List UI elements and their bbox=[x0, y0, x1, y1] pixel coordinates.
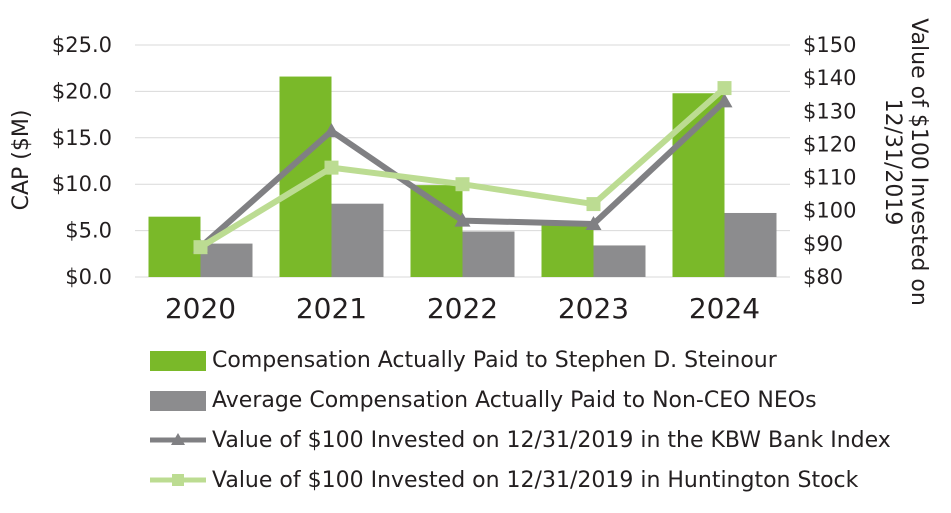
x-tick-label: 2021 bbox=[296, 292, 367, 325]
legend-label-neo-cap: Average Compensation Actually Paid to No… bbox=[212, 388, 817, 413]
bar-neo-cap-2022 bbox=[462, 231, 515, 277]
y2-tick-label: $90 bbox=[803, 232, 843, 256]
y-axis-ticks: $0.0 $5.0 $10.0 $15.0 $20.0 $25.0 bbox=[52, 33, 112, 289]
y2-tick-label: $100 bbox=[803, 199, 856, 223]
bar-neo-cap-2023 bbox=[593, 245, 646, 277]
y-tick-label: $20.0 bbox=[52, 79, 112, 103]
y-tick-label: $0.0 bbox=[65, 265, 112, 289]
legend-line-kbw-index bbox=[150, 433, 206, 445]
y-axis-title: CAP ($M) bbox=[9, 110, 34, 211]
marker-kbw-index-2021 bbox=[323, 123, 340, 138]
marker-huntington-stock-2023 bbox=[586, 197, 601, 212]
bar-ceo-cap-2020 bbox=[148, 216, 201, 277]
bar-neo-cap-2024 bbox=[724, 212, 777, 277]
marker-huntington-stock-2020 bbox=[193, 240, 208, 255]
y2-tick-label: $130 bbox=[803, 99, 856, 123]
y2-tick-label: $140 bbox=[803, 66, 856, 90]
bar-ceo-cap-2022 bbox=[410, 185, 463, 277]
y-tick-label: $10.0 bbox=[52, 172, 112, 196]
legend-label-ceo-cap: Compensation Actually Paid to Stephen D.… bbox=[212, 348, 777, 373]
legend-swatch-ceo-cap bbox=[150, 351, 206, 371]
legend-item-kbw-index: Value of $100 Invested on 12/31/2019 in … bbox=[150, 423, 945, 463]
legend-line-huntington-stock bbox=[150, 474, 206, 486]
legend-item-huntington-stock: Value of $100 Invested on 12/31/2019 in … bbox=[150, 463, 945, 503]
marker-huntington-stock-2021 bbox=[324, 160, 339, 175]
legend-item-neo-cap: Average Compensation Actually Paid to No… bbox=[150, 383, 945, 423]
y2-tick-label: $150 bbox=[803, 33, 856, 57]
chart: $0.0$5.0$10.0$15.0$20.0$25.0 $80$90$100$… bbox=[9, 18, 931, 325]
y2-axis-title-line1: Value of $100 Invested on bbox=[906, 18, 931, 306]
y-tick-label: $15.0 bbox=[52, 126, 112, 150]
bars bbox=[148, 76, 777, 277]
y2-tick-label: $120 bbox=[803, 132, 856, 156]
x-tick-label: 2023 bbox=[558, 292, 629, 325]
lines bbox=[192, 81, 733, 255]
x-tick-label: 2022 bbox=[427, 292, 498, 325]
y2-axis-title-line2: 12/31/2019 bbox=[880, 99, 905, 226]
marker-huntington-stock-2024 bbox=[717, 81, 732, 96]
y2-tick-label: $110 bbox=[803, 166, 856, 190]
bar-neo-cap-2021 bbox=[331, 203, 384, 277]
bar-ceo-cap-2024 bbox=[672, 93, 725, 277]
y2-tick-label: $80 bbox=[803, 265, 843, 289]
legend-label-kbw-index: Value of $100 Invested on 12/31/2019 in … bbox=[212, 428, 891, 453]
bar-neo-cap-2020 bbox=[200, 243, 253, 277]
legend-label-huntington-stock: Value of $100 Invested on 12/31/2019 in … bbox=[212, 468, 859, 493]
bar-ceo-cap-2023 bbox=[541, 222, 594, 277]
marker-kbw-index-2022 bbox=[454, 212, 471, 227]
legend-item-ceo-cap: Compensation Actually Paid to Stephen D.… bbox=[150, 343, 945, 383]
x-axis-ticks: 2020 2021 2022 2023 2024 bbox=[165, 292, 760, 325]
x-tick-label: 2020 bbox=[165, 292, 236, 325]
marker-huntington-stock-2022 bbox=[455, 177, 470, 192]
legend: Compensation Actually Paid to Stephen D.… bbox=[150, 343, 945, 503]
marker-kbw-index-2023 bbox=[585, 215, 602, 230]
y-tick-label: $5.0 bbox=[65, 219, 112, 243]
x-tick-label: 2024 bbox=[689, 292, 760, 325]
y-tick-label: $25.0 bbox=[52, 33, 112, 57]
legend-swatch-neo-cap bbox=[150, 391, 206, 411]
y2-axis-ticks: $80 $90 $100 $110 $120 $130 $140 $150 bbox=[803, 33, 856, 289]
marker-kbw-index-2024 bbox=[716, 93, 733, 108]
bar-ceo-cap-2021 bbox=[279, 76, 332, 277]
